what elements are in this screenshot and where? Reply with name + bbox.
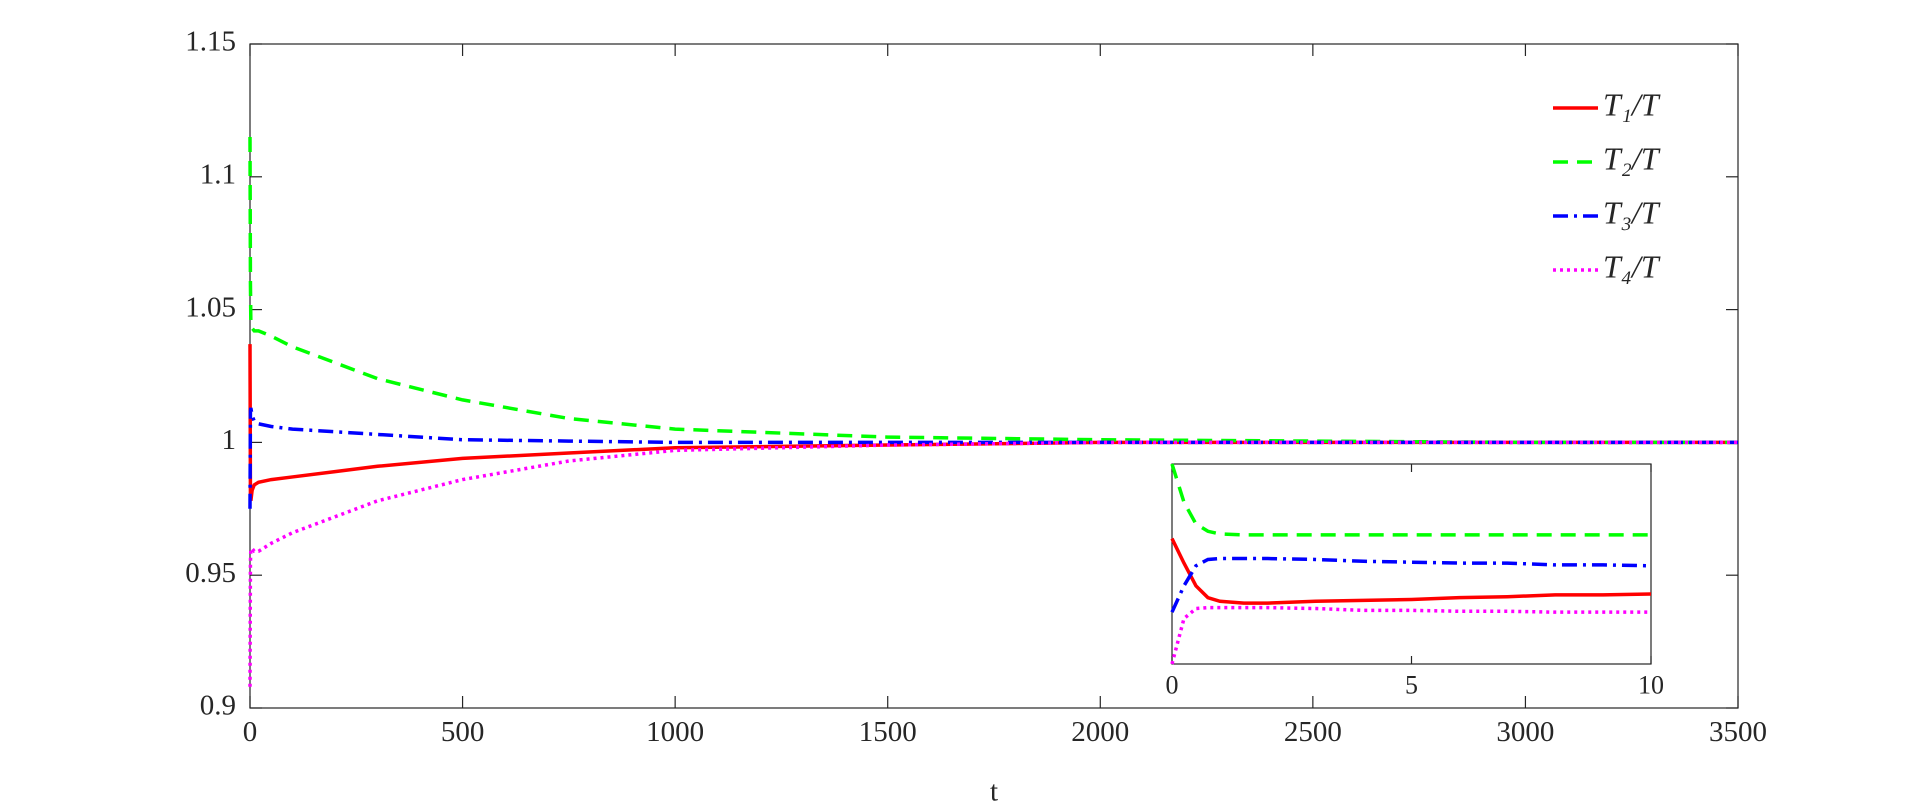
y-tick-label: 0.95 (185, 557, 236, 589)
y-tick-label: 1.05 (185, 291, 236, 323)
series-line (1170, 537, 1652, 605)
y-tick-label: 1.1 (200, 158, 236, 190)
x-axis-label: t (990, 776, 998, 801)
series-line (1170, 556, 1652, 613)
x-tick-label: 2000 (1071, 716, 1129, 748)
x-tick-label: 3500 (1709, 716, 1767, 748)
legend-label: T₄/T (1603, 248, 1661, 284)
y-tick-label: 1.15 (185, 26, 236, 58)
series-line (248, 407, 1738, 509)
legend-label: T₁/T (1603, 86, 1661, 122)
x-tick-label: 2500 (1284, 716, 1342, 748)
legend-label: T₃/T (1603, 194, 1661, 230)
x-tick-label: 500 (441, 716, 485, 748)
plot-area (1171, 463, 1652, 665)
x-tick-label: 5 (1405, 670, 1418, 699)
x-tick-label: 1500 (859, 716, 917, 748)
x-tick-label: 3000 (1496, 716, 1554, 748)
x-tick-label: 0 (1166, 670, 1179, 699)
series-line (1170, 605, 1651, 665)
series-line (248, 136, 1738, 445)
series-line (1170, 463, 1651, 537)
x-tick-label: 10 (1638, 670, 1664, 699)
x-tick-label: 1000 (646, 716, 704, 748)
legend-label: T₂/T (1603, 140, 1661, 176)
y-tick-label: 0.9 (200, 690, 236, 722)
x-tick-label: 0 (243, 716, 258, 748)
series-line (248, 440, 1738, 687)
y-tick-label: 1 (222, 424, 237, 456)
